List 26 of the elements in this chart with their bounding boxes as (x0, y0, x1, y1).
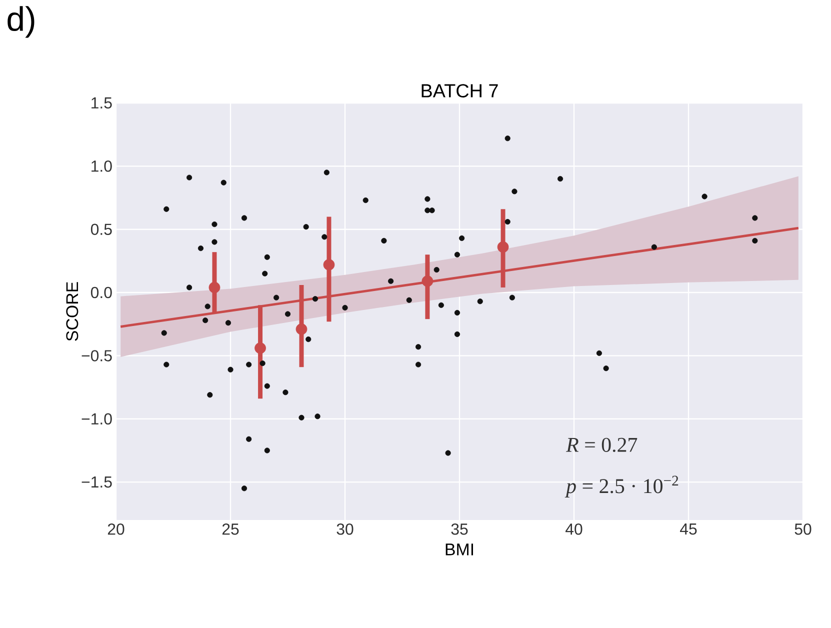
x-tick-label: 45 (680, 524, 697, 535)
x-tick-label: 30 (336, 524, 354, 535)
y-tick-label: 0.0 (90, 286, 112, 298)
annotation: p = 2.5 · 10$^{−2}$ (564, 476, 678, 498)
x-tick-label: 50 (794, 524, 812, 535)
y-tick-label: 1.0 (92, 160, 112, 172)
y-tick-label: −0.5 (82, 350, 112, 362)
x-tick-label: 20 (108, 524, 124, 535)
x-axis-title: BMI (446, 544, 473, 556)
y-tick-label: −1.5 (82, 476, 112, 488)
point (208, 282, 220, 294)
y-tick-label: 1.5 (92, 97, 112, 109)
chart-title: BATCH 7 (422, 84, 498, 98)
text: d) (8, 6, 34, 38)
annotation: R = 0.27 (566, 438, 638, 452)
point (497, 241, 509, 253)
y-axis-title: SCORE (66, 282, 78, 341)
point (323, 259, 335, 270)
x-tick-label: 40 (566, 524, 582, 535)
y-tick-label: 0.5 (90, 224, 112, 235)
point (296, 323, 308, 335)
y-tick-label: −1.0 (82, 413, 112, 425)
point (422, 275, 434, 287)
point (254, 342, 266, 354)
x-tick-label: 35 (451, 524, 468, 535)
x-tick-label: 25 (222, 524, 239, 535)
